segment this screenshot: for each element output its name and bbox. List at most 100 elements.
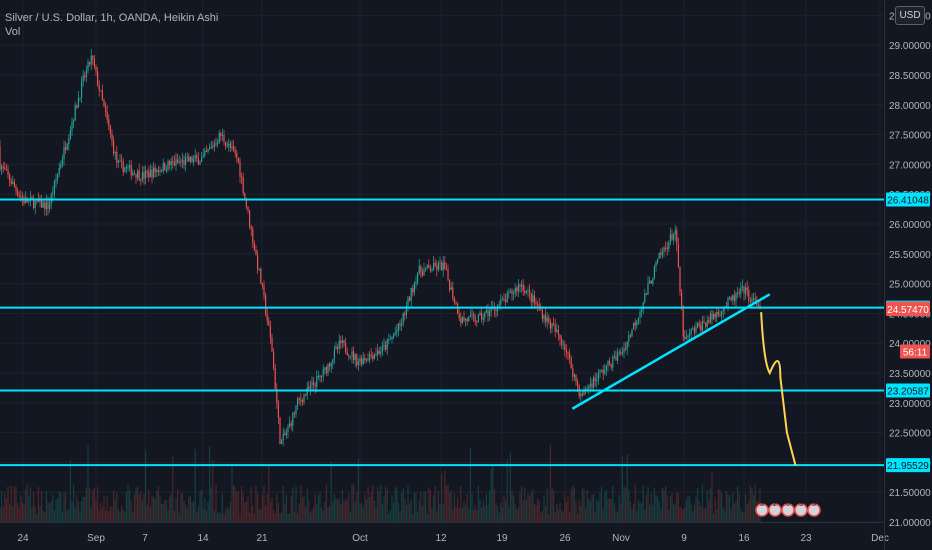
- volume-bar: [607, 498, 609, 522]
- currency-button[interactable]: USD: [895, 6, 925, 25]
- volume-bar: [17, 503, 19, 522]
- volume-bar: [671, 493, 673, 522]
- x-tick-label: Nov: [612, 533, 630, 544]
- candle-body: [49, 204, 51, 209]
- volume-bar: [178, 513, 180, 522]
- volume-bar: [519, 492, 521, 522]
- volume-bar: [207, 501, 209, 522]
- volume-bar: [138, 494, 140, 522]
- candle-body: [237, 157, 239, 162]
- candle-body: [385, 345, 387, 350]
- candle-body: [559, 334, 561, 340]
- candle-body: [489, 311, 491, 317]
- candle-body: [469, 315, 471, 317]
- candle-body: [365, 359, 367, 361]
- candle-body: [258, 268, 260, 270]
- volume-bar: [685, 499, 687, 522]
- candle-body: [76, 105, 78, 108]
- candle-body: [577, 381, 579, 387]
- volume-bar: [186, 508, 188, 522]
- volume-bar: [295, 486, 297, 522]
- volume-bar: [345, 498, 347, 522]
- candle-body: [495, 309, 497, 312]
- volume-bar: [581, 488, 583, 522]
- volume-bar: [690, 504, 692, 522]
- volume-bar: [42, 510, 44, 522]
- candle-body: [705, 322, 707, 327]
- candle-body: [711, 313, 713, 320]
- volume-bar: [249, 512, 251, 522]
- candle-body: [447, 269, 449, 280]
- volume-bar: [497, 505, 499, 522]
- candle-body: [359, 358, 361, 363]
- candle-body: [516, 287, 518, 292]
- candle-body: [452, 287, 454, 298]
- volume-bar: [753, 495, 755, 522]
- volume-bar: [380, 484, 382, 522]
- volume-bar: [324, 501, 326, 522]
- volume-bar: [423, 491, 425, 522]
- volume-bar: [650, 493, 652, 522]
- candle-body: [370, 354, 372, 356]
- candle-body: [613, 356, 615, 358]
- volume-bar: [297, 512, 299, 522]
- candle-body: [361, 358, 363, 365]
- volume-bar: [682, 509, 684, 522]
- volume-bar: [377, 487, 379, 522]
- candle-body: [330, 363, 332, 367]
- volume-bar: [476, 509, 478, 522]
- candle-body: [77, 98, 79, 108]
- volume-bar: [477, 485, 479, 522]
- volume-bar: [623, 486, 625, 522]
- volume-bar: [431, 508, 433, 522]
- volume-bar: [359, 503, 361, 522]
- candle-body: [729, 297, 731, 299]
- volume-bar: [481, 507, 483, 522]
- volume-bar: [676, 491, 678, 522]
- candle-body: [644, 293, 646, 303]
- candle-body: [593, 377, 595, 388]
- volume-bar: [170, 493, 172, 522]
- volume-bar: [394, 486, 396, 522]
- candle-body: [39, 199, 41, 203]
- candle-body: [108, 119, 110, 127]
- volume-bar: [52, 495, 54, 522]
- volume-bar: [449, 493, 451, 522]
- price-label-box: [886, 383, 930, 398]
- candle-body: [343, 340, 345, 343]
- candle-body: [727, 298, 729, 308]
- candle-body: [197, 157, 199, 165]
- volume-bar: [354, 501, 356, 522]
- volume-bar: [65, 492, 67, 522]
- candle-body: [180, 161, 182, 163]
- event-marker: [768, 503, 782, 517]
- candle-body: [196, 155, 198, 158]
- candle-body: [138, 170, 140, 180]
- volume-bar: [196, 512, 198, 522]
- volume-bar: [442, 504, 444, 522]
- volume-bar: [100, 502, 102, 522]
- candle-body: [594, 377, 596, 382]
- volume-bar: [242, 493, 244, 522]
- volume-bar: [79, 511, 81, 522]
- candle-body: [573, 374, 575, 377]
- candle-body: [551, 323, 553, 329]
- candle-body: [274, 367, 276, 390]
- price-label: 26.41048: [887, 196, 929, 207]
- volume-bar: [116, 492, 118, 522]
- volume-bar: [340, 504, 342, 522]
- volume-bar: [25, 489, 27, 522]
- candle-body: [428, 265, 430, 268]
- candle-body: [106, 111, 108, 120]
- candle-body: [151, 169, 153, 178]
- candle-body: [418, 265, 420, 274]
- candle-body: [169, 161, 171, 165]
- candle-body: [754, 298, 756, 301]
- volume-bar: [703, 508, 705, 522]
- volume-bar: [12, 505, 14, 522]
- candle-body: [178, 161, 180, 163]
- candle-body: [116, 151, 118, 163]
- candle-body: [740, 287, 742, 294]
- volume-bar: [706, 489, 708, 522]
